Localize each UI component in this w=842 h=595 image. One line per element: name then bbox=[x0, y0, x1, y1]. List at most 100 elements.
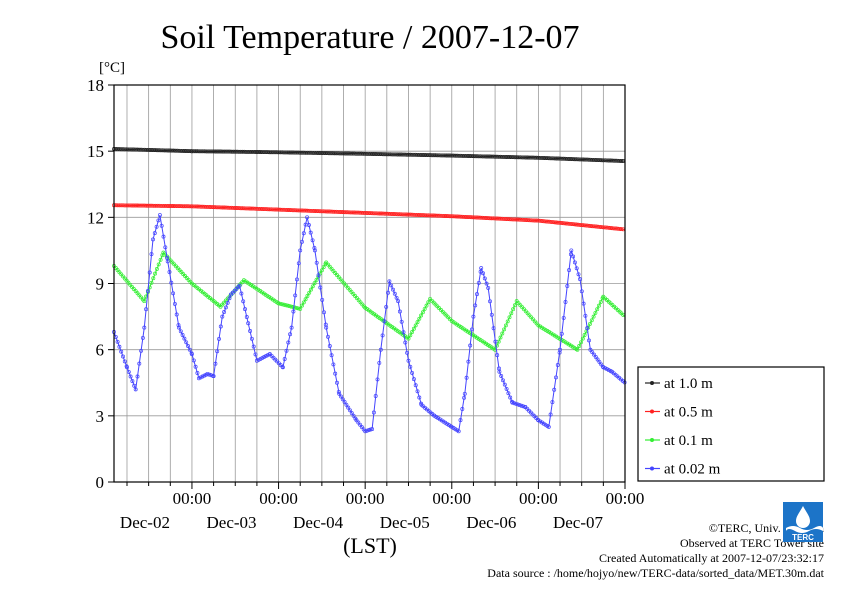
data-point bbox=[462, 395, 467, 400]
data-point bbox=[449, 153, 454, 158]
data-point bbox=[568, 221, 573, 226]
data-point bbox=[167, 148, 172, 153]
data-point bbox=[115, 339, 120, 344]
data-point bbox=[327, 209, 332, 214]
data-point bbox=[343, 210, 348, 215]
data-point bbox=[238, 149, 243, 154]
data-point bbox=[142, 299, 147, 304]
data-point bbox=[505, 155, 510, 159]
data-point bbox=[475, 292, 479, 297]
data-point bbox=[163, 245, 168, 250]
data-point bbox=[218, 205, 223, 210]
data-point bbox=[189, 149, 194, 154]
data-point bbox=[451, 214, 456, 219]
data-point bbox=[217, 149, 221, 154]
data-point bbox=[126, 203, 131, 208]
data-point bbox=[532, 155, 537, 160]
data-point bbox=[124, 147, 129, 152]
data-point bbox=[242, 206, 247, 211]
data-point bbox=[359, 151, 364, 156]
y-tick-label: 6 bbox=[96, 341, 105, 360]
data-point bbox=[153, 203, 158, 208]
data-point bbox=[479, 266, 484, 271]
data-point bbox=[366, 211, 371, 216]
data-point bbox=[458, 214, 463, 219]
data-point bbox=[576, 272, 581, 277]
data-point bbox=[296, 306, 301, 311]
series-markers-3 bbox=[112, 250, 626, 352]
data-point bbox=[467, 154, 472, 158]
data-point bbox=[229, 149, 234, 154]
data-point bbox=[469, 154, 474, 159]
data-point bbox=[410, 212, 415, 217]
data-point bbox=[512, 155, 517, 160]
data-point bbox=[293, 293, 298, 298]
data-point bbox=[579, 223, 584, 228]
data-point bbox=[520, 217, 525, 222]
series-lines bbox=[112, 147, 627, 434]
data-point bbox=[574, 266, 579, 271]
data-point bbox=[207, 372, 212, 377]
data-point bbox=[130, 203, 134, 208]
data-point bbox=[189, 352, 194, 357]
data-point bbox=[586, 157, 591, 162]
data-point bbox=[368, 151, 373, 156]
data-point bbox=[516, 155, 521, 160]
data-point bbox=[399, 212, 404, 217]
data-point bbox=[381, 152, 386, 157]
data-point bbox=[301, 231, 306, 236]
data-point bbox=[455, 153, 460, 158]
data-point bbox=[327, 344, 332, 348]
footer-copyright: ©TERC, Univ. Tsukuba bbox=[708, 521, 824, 535]
data-point bbox=[500, 331, 505, 336]
data-point bbox=[397, 309, 402, 314]
data-point bbox=[283, 303, 288, 308]
data-point bbox=[393, 212, 398, 217]
data-point bbox=[309, 208, 313, 213]
data-point bbox=[517, 403, 522, 408]
legend-box bbox=[637, 366, 825, 482]
data-point bbox=[615, 158, 620, 163]
data-point bbox=[346, 405, 351, 410]
data-point bbox=[585, 326, 590, 331]
data-point bbox=[265, 207, 270, 212]
data-point bbox=[273, 207, 277, 212]
data-point bbox=[543, 156, 548, 161]
data-point bbox=[577, 222, 582, 227]
data-point bbox=[180, 148, 185, 153]
data-point bbox=[265, 150, 270, 155]
data-point bbox=[173, 204, 178, 209]
data-point bbox=[195, 204, 200, 209]
data-point bbox=[289, 208, 294, 213]
data-point bbox=[508, 395, 513, 400]
data-point bbox=[610, 158, 615, 163]
data-point bbox=[405, 350, 410, 355]
data-point bbox=[592, 157, 597, 162]
data-point bbox=[239, 291, 244, 296]
data-point bbox=[200, 149, 205, 154]
data-point bbox=[547, 156, 552, 161]
data-point bbox=[507, 217, 512, 222]
data-point bbox=[518, 217, 523, 222]
data-point bbox=[314, 209, 319, 214]
data-point bbox=[482, 215, 487, 220]
data-point bbox=[406, 212, 411, 217]
data-point bbox=[300, 208, 304, 213]
data-point bbox=[361, 151, 366, 156]
data-point bbox=[531, 155, 535, 160]
data-point bbox=[292, 150, 297, 155]
data-point bbox=[251, 149, 256, 154]
data-point bbox=[243, 307, 247, 312]
data-point bbox=[523, 218, 528, 222]
data-point bbox=[337, 391, 342, 396]
data-point bbox=[583, 313, 588, 318]
data-point bbox=[515, 402, 520, 407]
data-point bbox=[156, 262, 161, 267]
legend-label: at 0.02 m bbox=[664, 462, 721, 478]
data-point bbox=[178, 148, 183, 153]
data-point bbox=[300, 150, 304, 155]
data-point bbox=[291, 309, 296, 314]
data-point bbox=[599, 362, 604, 367]
data-point bbox=[594, 224, 599, 229]
data-point bbox=[614, 226, 618, 231]
